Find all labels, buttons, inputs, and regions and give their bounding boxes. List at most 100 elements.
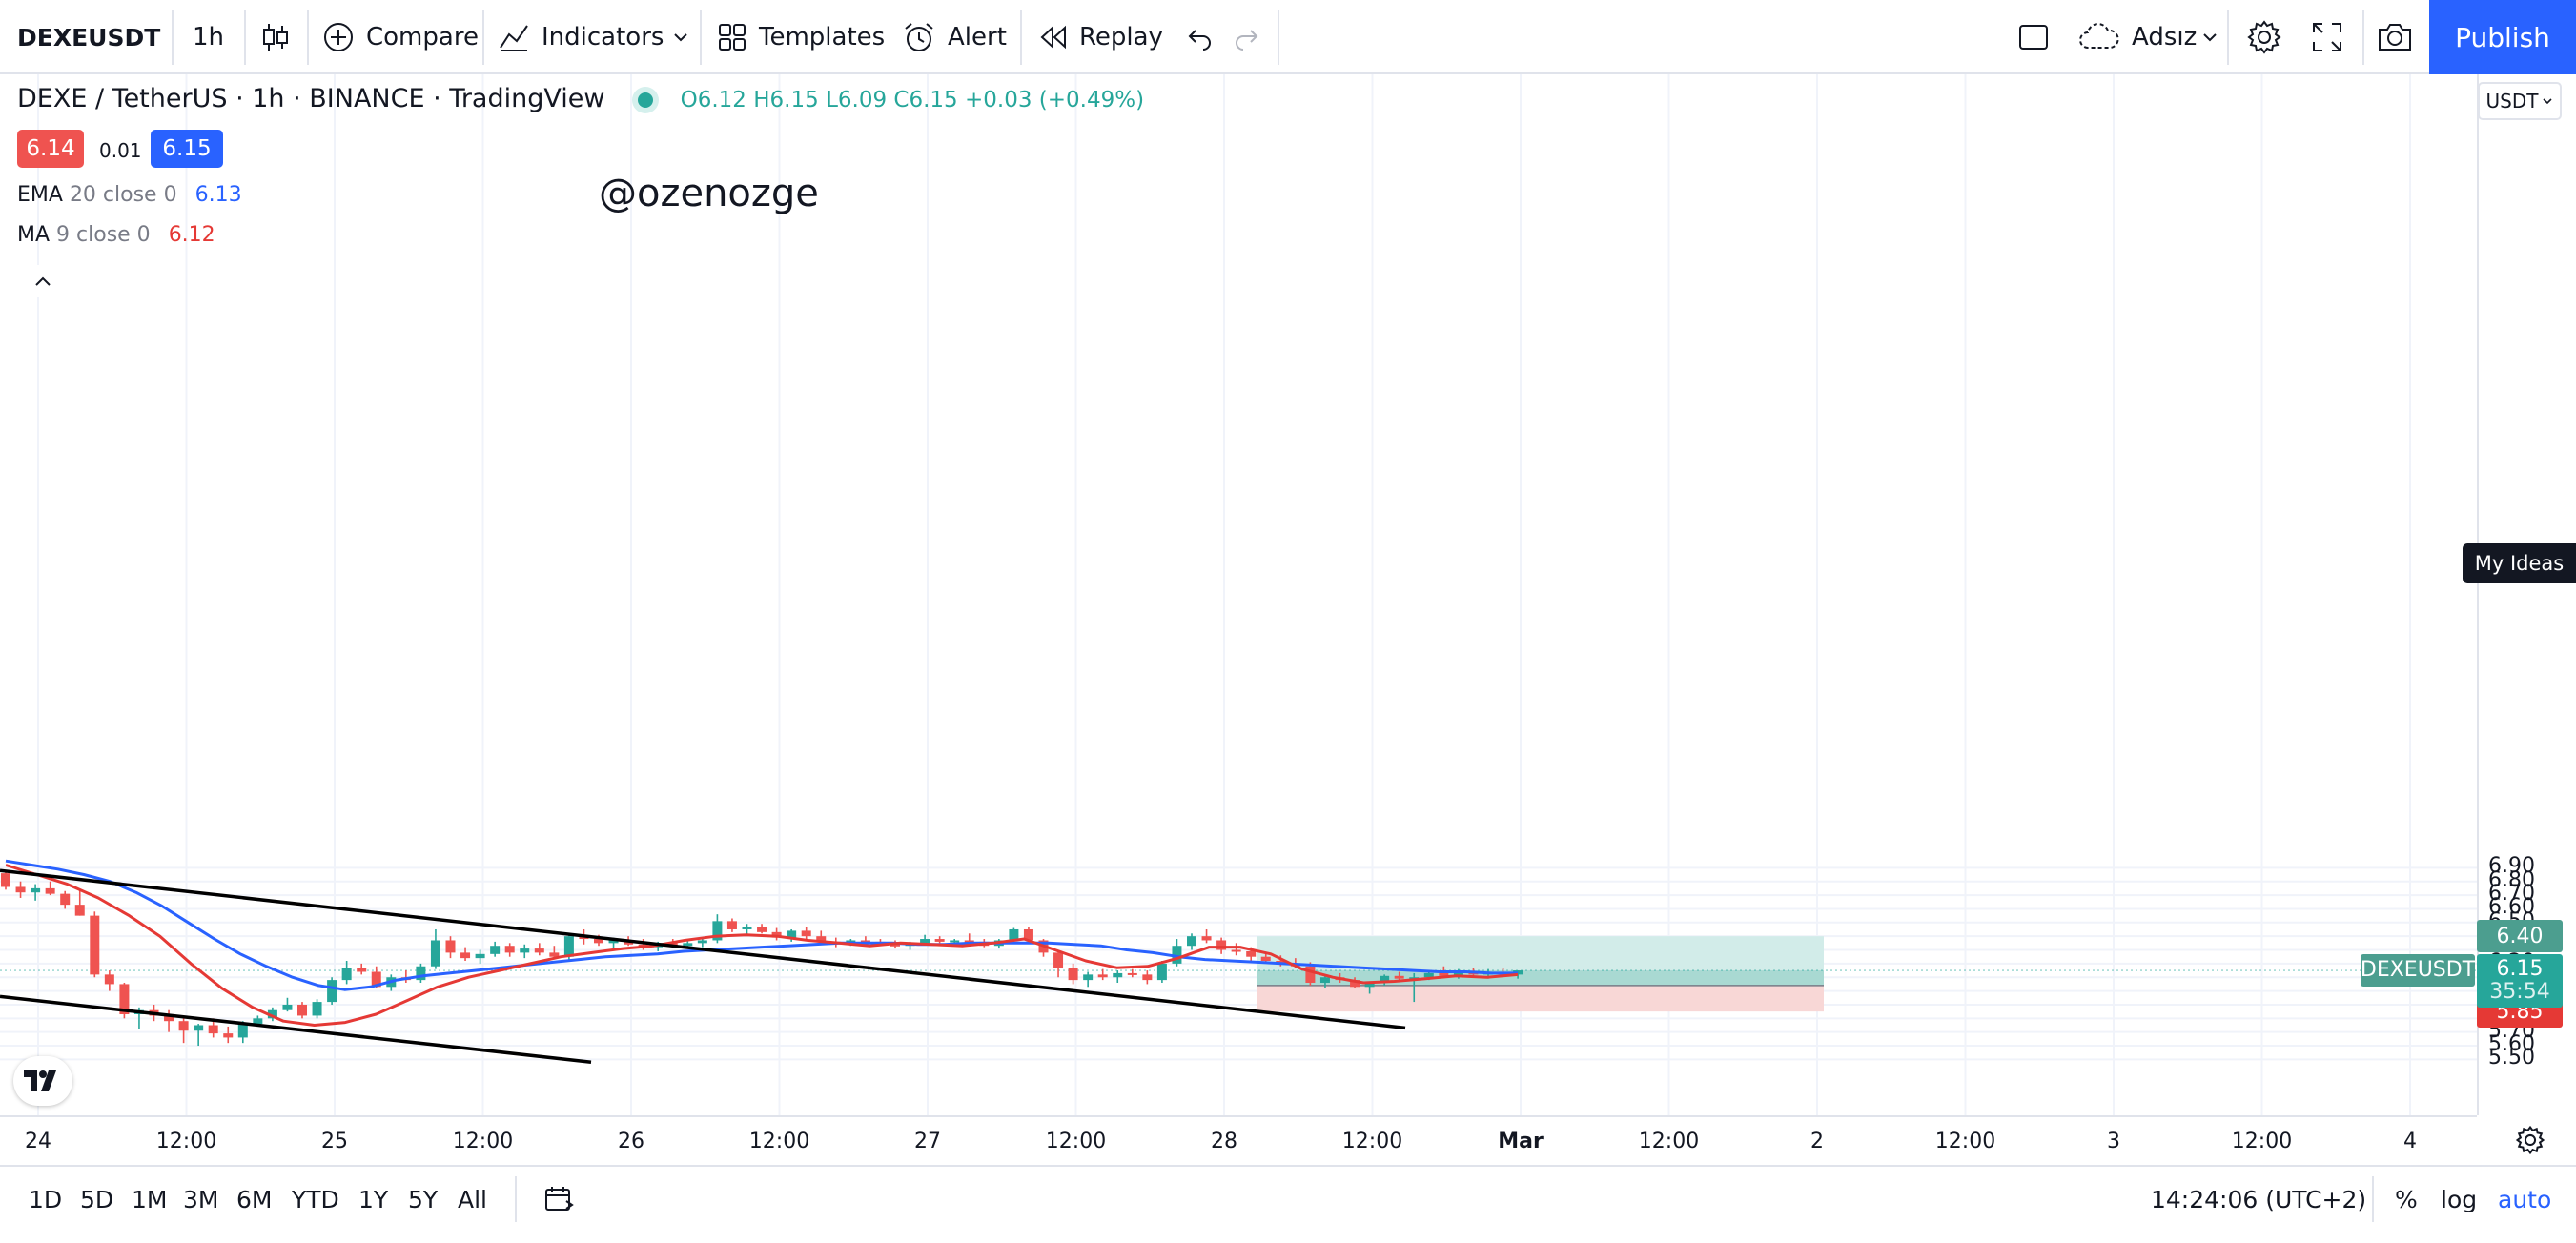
fullscreen-layout-button[interactable] — [2017, 0, 2050, 74]
range-5y[interactable]: 5Y — [408, 1167, 438, 1232]
buy-button[interactable]: 6.15 — [151, 130, 223, 168]
candle-body — [1142, 974, 1153, 981]
candle-body — [1156, 963, 1167, 981]
candle-body — [920, 939, 930, 944]
chart-type-button[interactable] — [259, 0, 292, 74]
currency-selector[interactable]: USDT — [2478, 82, 2562, 120]
range-1d[interactable]: 1D — [29, 1167, 62, 1232]
candle-body — [475, 953, 485, 959]
time-tick: 2 — [1810, 1130, 1824, 1153]
sell-button[interactable]: 6.14 — [17, 130, 84, 168]
publish-label: Publish — [2455, 21, 2550, 53]
candle-body — [757, 927, 767, 932]
time-tick: 4 — [2403, 1130, 2417, 1153]
ema-line — [5, 859, 1519, 991]
candle-body — [327, 980, 337, 1003]
candle-body — [341, 968, 352, 981]
range-1m[interactable]: 1M — [132, 1167, 167, 1232]
price-chart[interactable] — [0, 74, 2477, 1115]
bid-price: 6.14 — [26, 136, 75, 161]
ema-legend[interactable]: EMA 20 close 0 6.13 — [17, 183, 242, 207]
layout-dropdown[interactable] — [2200, 0, 2219, 74]
indicators-dropdown[interactable] — [671, 0, 690, 74]
templates-button[interactable]: Templates — [717, 0, 885, 74]
divider — [244, 10, 246, 65]
replay-button[interactable]: Replay — [1039, 0, 1163, 74]
chart-settings-button[interactable] — [2515, 1125, 2545, 1159]
candle-body — [520, 948, 530, 953]
settings-button[interactable] — [2246, 0, 2282, 74]
target-price-label: 6.40 — [2477, 920, 2563, 953]
my-ideas-tab[interactable]: My Ideas — [2463, 543, 2576, 583]
candle-body — [787, 930, 797, 938]
candle-body — [1423, 972, 1434, 978]
expand-icon — [2313, 23, 2341, 51]
candle-body — [357, 968, 367, 972]
ema-value: 6.13 — [194, 183, 242, 207]
candle-body — [1246, 950, 1257, 957]
candle-body — [1231, 949, 1241, 952]
candle-body — [430, 940, 440, 967]
range-label: 6M — [236, 1185, 273, 1213]
candle-body — [890, 944, 900, 947]
candle-body — [1, 873, 10, 887]
candle-body — [1394, 975, 1404, 979]
clock[interactable]: 14:24:06 (UTC+2) — [2151, 1167, 2366, 1232]
price-tick: 6.90 — [2488, 854, 2535, 879]
percent-toggle[interactable]: % — [2395, 1167, 2418, 1232]
gear-icon — [2515, 1125, 2545, 1155]
divider — [2227, 10, 2229, 65]
candle-body — [164, 1015, 174, 1022]
alert-button[interactable]: Alert — [902, 0, 1007, 74]
symbol-search[interactable]: DEXEUSDT — [17, 0, 160, 74]
candle-body — [297, 1004, 307, 1016]
candle-body — [282, 1004, 293, 1010]
range-5d[interactable]: 5D — [80, 1167, 113, 1232]
symbol-legend[interactable]: DEXE / TetherUS · 1h · BINANCE · Trading… — [17, 84, 1144, 113]
candle-body — [490, 946, 501, 954]
range-3m[interactable]: 3M — [183, 1167, 218, 1232]
time-tick: 12:00 — [1341, 1130, 1403, 1153]
tradingview-logo[interactable] — [13, 1056, 72, 1106]
auto-scale-toggle[interactable]: auto — [2498, 1167, 2551, 1232]
chevron-down-icon — [2543, 98, 2553, 105]
undo-button[interactable] — [1186, 0, 1215, 74]
collapse-legend-button[interactable] — [21, 265, 65, 297]
range-1y[interactable]: 1Y — [358, 1167, 388, 1232]
ma-line — [5, 864, 1519, 1027]
divider — [482, 10, 484, 65]
redo-button[interactable] — [1232, 0, 1260, 74]
candle-body — [1097, 974, 1108, 978]
range-6m[interactable]: 6M — [236, 1167, 272, 1232]
time-axis[interactable] — [0, 1115, 2477, 1165]
ma-legend[interactable]: MA 9 close 0 6.12 — [17, 223, 215, 247]
publish-button[interactable]: Publish — [2429, 0, 2576, 74]
templates-icon — [719, 24, 746, 51]
layout-name-label: Adsız — [2132, 23, 2198, 51]
log-toggle[interactable]: log — [2441, 1167, 2477, 1232]
interval-button[interactable]: 1h — [193, 0, 224, 74]
layout-name-button[interactable]: Adsız — [2078, 0, 2197, 74]
fullscreen-button[interactable] — [2311, 0, 2343, 74]
range-label: 1Y — [358, 1185, 389, 1213]
candle-body — [1009, 928, 1019, 941]
gear-icon — [2247, 20, 2281, 54]
compare-button[interactable]: Compare — [322, 0, 479, 74]
candle-body — [60, 893, 71, 906]
replay-label: Replay — [1079, 23, 1163, 51]
candle-body — [253, 1018, 263, 1025]
symbol-price-tag: DEXEUSDT — [2361, 953, 2475, 987]
indicators-button[interactable]: Indicators — [498, 0, 664, 74]
range-ytd[interactable]: YTD — [292, 1167, 339, 1232]
candle-body — [90, 915, 100, 975]
divider — [1278, 10, 1279, 65]
divider — [2372, 1176, 2374, 1222]
snapshot-button[interactable] — [2376, 0, 2414, 74]
go-to-date-button[interactable] — [543, 1167, 574, 1232]
chevron-up-icon — [35, 276, 51, 286]
ema-params: 20 close 0 — [69, 183, 177, 207]
range-label: 5Y — [408, 1185, 439, 1213]
currency-label: USDT — [2485, 90, 2539, 112]
range-all[interactable]: All — [458, 1167, 487, 1232]
candle-body — [74, 905, 85, 916]
